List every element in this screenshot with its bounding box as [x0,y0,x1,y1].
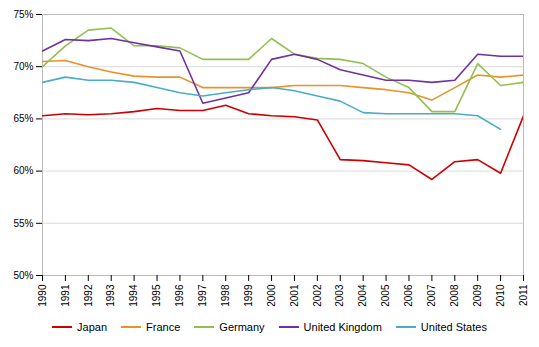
svg-text:2001: 2001 [289,284,300,307]
svg-text:75%: 75% [13,9,33,20]
svg-text:2000: 2000 [266,284,277,307]
svg-text:2007: 2007 [426,284,437,307]
html-text:Germany: Germany [219,321,265,333]
svg-text:1995: 1995 [151,284,162,307]
html-text:United States: United States [420,321,487,333]
svg-text:1999: 1999 [243,284,254,307]
svg-text:1996: 1996 [174,284,185,307]
html-text:Japan: Japan [77,321,108,333]
svg-text:2004: 2004 [357,284,368,307]
svg-text:1993: 1993 [105,284,116,307]
svg-text:2008: 2008 [449,284,460,307]
svg-text:2006: 2006 [403,284,414,307]
html-text:France: France [146,321,181,333]
svg-text:1998: 1998 [220,284,231,307]
svg-text:2011: 2011 [518,284,529,306]
svg-text:1991: 1991 [60,284,71,307]
svg-text:1994: 1994 [128,284,139,307]
svg-text:50%: 50% [13,270,33,281]
svg-text:65%: 65% [13,113,33,124]
svg-text:1990: 1990 [37,284,48,307]
html-text:United Kingdom: United Kingdom [303,321,382,333]
svg-text:1992: 1992 [83,284,94,307]
svg-text:2010: 2010 [495,284,506,307]
svg-text:2009: 2009 [472,284,483,307]
svg-text:55%: 55% [13,218,33,229]
svg-text:60%: 60% [13,165,33,176]
svg-text:1997: 1997 [197,284,208,307]
svg-text:2005: 2005 [380,284,391,307]
svg-text:2002: 2002 [312,284,323,307]
svg-text:2003: 2003 [334,284,345,307]
svg-text:70%: 70% [13,61,33,72]
